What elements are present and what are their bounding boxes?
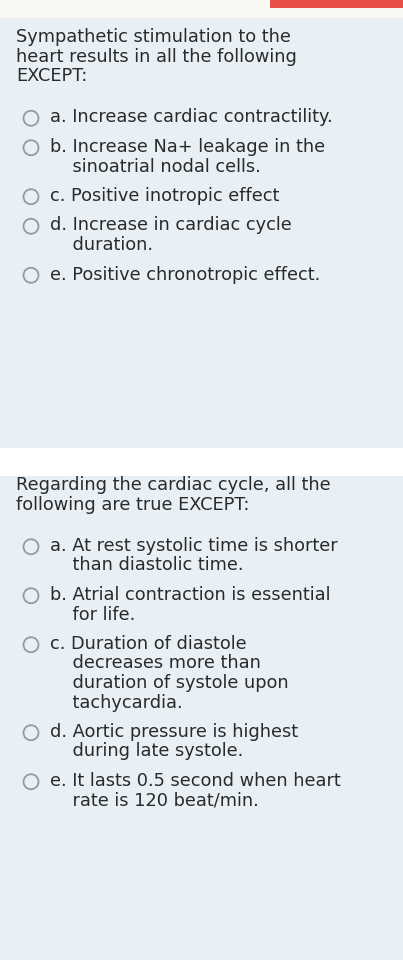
Bar <box>270 0 403 8</box>
Text: sinoatrial nodal cells.: sinoatrial nodal cells. <box>50 157 261 176</box>
Text: duration of systole upon: duration of systole upon <box>50 674 289 692</box>
Circle shape <box>23 268 39 283</box>
Text: EXCEPT:: EXCEPT: <box>16 67 87 85</box>
Circle shape <box>23 110 39 126</box>
Text: heart results in all the following: heart results in all the following <box>16 47 297 65</box>
Circle shape <box>23 775 39 789</box>
Bar <box>0 448 403 476</box>
Text: Regarding the cardiac cycle, all the: Regarding the cardiac cycle, all the <box>16 476 330 494</box>
Text: tachycardia.: tachycardia. <box>50 693 183 711</box>
Text: d. Increase in cardiac cycle: d. Increase in cardiac cycle <box>50 217 292 234</box>
Bar <box>0 0 403 18</box>
Text: b. Atrial contraction is essential: b. Atrial contraction is essential <box>50 586 330 604</box>
Text: c. Positive inotropic effect: c. Positive inotropic effect <box>50 187 279 205</box>
Text: rate is 120 beat/min.: rate is 120 beat/min. <box>50 791 259 809</box>
Text: e. Positive chronotropic effect.: e. Positive chronotropic effect. <box>50 266 320 283</box>
Text: following are true EXCEPT:: following are true EXCEPT: <box>16 495 249 514</box>
Circle shape <box>23 588 39 603</box>
Circle shape <box>23 637 39 652</box>
Text: for life.: for life. <box>50 606 135 623</box>
Text: e. It lasts 0.5 second when heart: e. It lasts 0.5 second when heart <box>50 772 341 790</box>
Text: than diastolic time.: than diastolic time. <box>50 557 243 574</box>
Text: c. Duration of diastole: c. Duration of diastole <box>50 635 247 653</box>
Circle shape <box>23 189 39 204</box>
Text: b. Increase Na+ leakage in the: b. Increase Na+ leakage in the <box>50 138 325 156</box>
Text: d. Aortic pressure is highest: d. Aortic pressure is highest <box>50 723 298 741</box>
Circle shape <box>23 140 39 156</box>
Text: Sympathetic stimulation to the: Sympathetic stimulation to the <box>16 28 291 46</box>
Circle shape <box>23 540 39 554</box>
Text: decreases more than: decreases more than <box>50 655 261 673</box>
Text: a. At rest systolic time is shorter: a. At rest systolic time is shorter <box>50 537 338 555</box>
Text: duration.: duration. <box>50 236 153 254</box>
Circle shape <box>23 725 39 740</box>
Text: a. Increase cardiac contractility.: a. Increase cardiac contractility. <box>50 108 332 127</box>
Text: during late systole.: during late systole. <box>50 742 243 760</box>
Circle shape <box>23 219 39 233</box>
